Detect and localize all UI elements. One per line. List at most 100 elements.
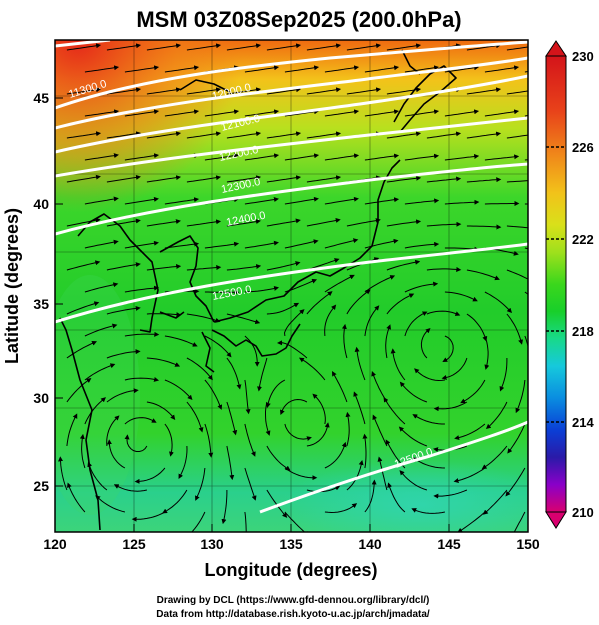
- streamline: [87, 461, 108, 491]
- contour-line: [55, 74, 528, 154]
- streamline: [444, 199, 480, 205]
- streamline: [444, 154, 480, 161]
- x-axis-label: Longitude (degrees): [204, 560, 377, 580]
- streamline: [106, 131, 142, 139]
- streamline: [346, 289, 371, 315]
- x-tick-label: 140: [358, 536, 382, 552]
- streamline: [383, 397, 406, 425]
- streamline: [244, 511, 247, 532]
- streamline: [266, 175, 302, 183]
- streamline: [124, 65, 160, 73]
- credit-line: Drawing by DCL (https://www.gfd-dennou.o…: [157, 595, 430, 606]
- streamline: [106, 415, 120, 447]
- streamline: [414, 368, 445, 382]
- x-tick-label: 135: [279, 536, 303, 552]
- x-tick-label: 150: [516, 536, 540, 552]
- streamline: [346, 87, 382, 95]
- streamline: [362, 433, 368, 469]
- streamline: [204, 241, 240, 249]
- streamline: [58, 456, 68, 491]
- streamline: [66, 341, 97, 359]
- streamline: [453, 467, 486, 483]
- streamline: [506, 269, 528, 280]
- streamline: [284, 65, 320, 73]
- streamline: [506, 134, 528, 139]
- streamline: [226, 401, 238, 436]
- streamline: [506, 225, 528, 229]
- x-tick-labels: 120 125 130 135 140 145 150: [43, 536, 540, 552]
- streamline: [186, 131, 222, 139]
- streamline: [385, 324, 391, 359]
- streamline: [131, 511, 166, 522]
- streamline: [284, 196, 319, 205]
- streamline: [506, 180, 528, 183]
- streamline: [124, 377, 160, 382]
- streamline: [513, 511, 526, 532]
- streamline: [113, 484, 147, 492]
- streamline: [364, 479, 377, 513]
- streamline: [66, 43, 102, 51]
- streamline: [306, 87, 342, 95]
- streamline: [386, 131, 422, 139]
- streamline: [444, 246, 480, 252]
- streamline: [441, 357, 468, 380]
- contour-line: [55, 162, 528, 236]
- streamline: [266, 302, 300, 315]
- colorbar-top-arrow: [545, 40, 567, 57]
- streamline: [266, 218, 301, 227]
- streamline: [390, 348, 406, 381]
- contour-line: [55, 116, 528, 178]
- streamline: [280, 398, 308, 416]
- streamline: [484, 291, 513, 314]
- streamline: [345, 411, 351, 447]
- streamline: [226, 43, 262, 51]
- y-tick-label: 40: [33, 196, 49, 212]
- streamline: [364, 153, 400, 161]
- axis-ticks: [54, 97, 529, 532]
- streamline: [84, 282, 119, 293]
- streamline: [84, 109, 120, 117]
- streamline: [124, 240, 159, 249]
- streamline: [66, 174, 101, 183]
- streamline: [484, 109, 520, 117]
- streamline: [426, 266, 462, 272]
- streamline: [284, 511, 310, 532]
- streamline: [404, 281, 439, 293]
- streamline: [324, 304, 337, 337]
- streamline: [353, 391, 366, 425]
- height-contours: [55, 40, 528, 514]
- x-tick-label: 145: [437, 536, 461, 552]
- streamline: [84, 397, 106, 425]
- streamline: [506, 313, 524, 345]
- streamline: [482, 489, 508, 515]
- streamline: [524, 335, 528, 349]
- streamline: [312, 393, 326, 425]
- contour-line: [259, 420, 528, 514]
- streamline: [324, 65, 360, 73]
- streamline: [204, 335, 232, 358]
- streamline: [364, 305, 380, 337]
- streamline: [265, 401, 271, 436]
- streamline: [146, 401, 176, 420]
- streamline: [204, 109, 240, 117]
- streamline: [404, 109, 440, 117]
- x-tick-label: 130: [200, 536, 224, 552]
- streamline: [364, 238, 399, 249]
- colorbar-label: 214: [572, 415, 594, 430]
- streamline: [84, 323, 118, 337]
- streamline: [515, 379, 526, 414]
- streamline: [146, 357, 181, 367]
- streamline: [306, 291, 333, 315]
- streamline: [484, 154, 520, 161]
- streamline: [257, 357, 268, 392]
- streamline: [66, 413, 78, 447]
- colorbar-label: 230: [572, 49, 594, 64]
- streamline: [284, 467, 318, 481]
- streamline: [146, 219, 181, 227]
- y-tick-label: 35: [33, 296, 49, 312]
- streamline: [146, 175, 182, 183]
- streamline: [84, 153, 119, 161]
- streamline: [444, 291, 478, 302]
- streamline: [364, 275, 396, 293]
- streamline: [404, 241, 440, 249]
